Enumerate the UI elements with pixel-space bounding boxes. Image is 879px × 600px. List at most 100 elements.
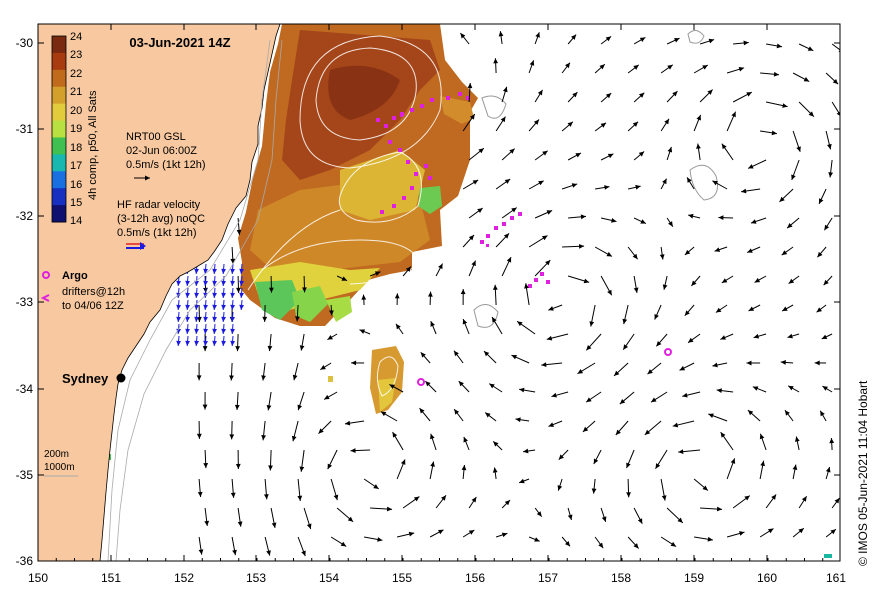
current-arrow bbox=[726, 111, 737, 132]
current-arrow bbox=[534, 259, 551, 277]
current-arrow bbox=[691, 275, 701, 287]
current-arrow bbox=[792, 72, 810, 82]
current-arrow bbox=[202, 391, 208, 410]
current-arrow bbox=[459, 32, 470, 45]
current-arrow bbox=[235, 449, 241, 469]
current-arrow bbox=[297, 478, 303, 501]
current-arrow bbox=[766, 43, 783, 49]
current-arrow bbox=[395, 323, 404, 335]
current-arrow bbox=[501, 86, 508, 103]
colorbar-segment bbox=[52, 69, 66, 88]
colorbar-segment bbox=[52, 52, 66, 71]
current-arrow bbox=[524, 283, 530, 306]
hf-radar-arrow bbox=[221, 311, 226, 323]
current-arrow bbox=[684, 304, 695, 317]
current-arrow bbox=[699, 38, 715, 45]
current-arrow bbox=[236, 275, 241, 293]
current-arrow bbox=[351, 360, 365, 366]
current-arrow bbox=[666, 507, 684, 524]
current-arrow bbox=[622, 333, 635, 350]
current-arrow bbox=[594, 536, 604, 549]
hf-radar-arrow bbox=[194, 323, 199, 335]
current-arrow bbox=[534, 89, 543, 103]
current-arrow bbox=[262, 304, 268, 322]
current-arrow bbox=[567, 507, 573, 521]
current-arrow bbox=[558, 449, 569, 461]
current-arrow bbox=[523, 448, 536, 454]
current-arrow bbox=[534, 210, 553, 219]
hf-radar-arrow bbox=[185, 335, 190, 347]
current-arrow bbox=[562, 243, 585, 249]
current-arrow bbox=[619, 391, 635, 405]
current-arrow bbox=[759, 528, 774, 538]
current-arrow bbox=[462, 179, 479, 190]
hf-radar-arrow bbox=[230, 299, 235, 311]
argo-floats bbox=[417, 348, 672, 386]
current-arrow bbox=[781, 246, 794, 256]
current-arrow bbox=[784, 409, 794, 422]
island-outline bbox=[687, 30, 705, 44]
current-arrow bbox=[752, 386, 767, 393]
current-arrow bbox=[501, 256, 512, 277]
current-arrow bbox=[716, 388, 734, 393]
current-arrow bbox=[819, 410, 827, 422]
current-arrow bbox=[196, 420, 202, 439]
x-tick-label: 155 bbox=[392, 571, 412, 585]
current-arrow bbox=[684, 246, 695, 256]
y-tick-label: -36 bbox=[16, 554, 34, 568]
current-arrow bbox=[234, 391, 240, 411]
current-arrow bbox=[760, 71, 780, 77]
current-arrow bbox=[831, 497, 840, 509]
current-arrow bbox=[686, 177, 695, 190]
colorbar-tick: 22 bbox=[70, 68, 82, 80]
current-arrow bbox=[786, 217, 800, 229]
current-arrow bbox=[577, 362, 596, 375]
colorbar-segment bbox=[52, 205, 66, 223]
current-arrow bbox=[633, 92, 645, 103]
drifters-legend-line2: to 04/06 12Z bbox=[62, 300, 124, 312]
current-arrow bbox=[816, 304, 827, 313]
current-arrow bbox=[420, 351, 431, 364]
current-arrow bbox=[814, 360, 827, 366]
current-arrow bbox=[821, 333, 833, 340]
current-arrow bbox=[682, 391, 701, 398]
current-arrow bbox=[822, 385, 833, 393]
current-arrow bbox=[792, 527, 805, 538]
current-arrow bbox=[593, 449, 602, 465]
current-arrow bbox=[627, 121, 639, 132]
current-arrow bbox=[654, 304, 662, 320]
current-arrow bbox=[329, 304, 334, 316]
current-arrow bbox=[528, 119, 540, 132]
hf-radar-arrow bbox=[221, 287, 226, 299]
current-arrow bbox=[492, 467, 498, 480]
imos-credit: © IMOS 05-Jun-2021 11:04 Hobart bbox=[856, 380, 870, 566]
current-arrow bbox=[369, 271, 381, 277]
x-axis: 150 151 152 153 154 155 156 157 158 159 … bbox=[28, 571, 846, 585]
current-arrow bbox=[263, 478, 269, 500]
current-arrow bbox=[229, 362, 234, 381]
hf-radar-arrow bbox=[194, 299, 199, 311]
current-arrow bbox=[798, 43, 814, 52]
current-arrow bbox=[733, 40, 749, 46]
hf-radar-arrow bbox=[230, 275, 235, 287]
current-arrow bbox=[364, 536, 383, 542]
y-tick-label: -34 bbox=[16, 382, 34, 396]
current-arrow bbox=[627, 246, 639, 260]
current-arrow bbox=[720, 333, 734, 340]
current-arrow bbox=[825, 72, 839, 85]
hf-radar-arrow bbox=[230, 335, 235, 347]
sydney-label: Sydney bbox=[62, 371, 109, 386]
current-arrow bbox=[626, 478, 631, 498]
y-tick-label: -31 bbox=[16, 122, 34, 136]
current-arrow bbox=[561, 536, 571, 547]
current-arrow bbox=[462, 113, 476, 132]
current-arrow bbox=[495, 532, 508, 538]
current-arrow bbox=[501, 207, 517, 219]
current-arrow bbox=[666, 217, 674, 227]
current-arrow bbox=[363, 478, 380, 490]
current-arrow bbox=[627, 64, 640, 74]
argo-legend-marker bbox=[42, 271, 50, 279]
current-arrow bbox=[392, 431, 404, 451]
current-arrow bbox=[428, 291, 433, 306]
